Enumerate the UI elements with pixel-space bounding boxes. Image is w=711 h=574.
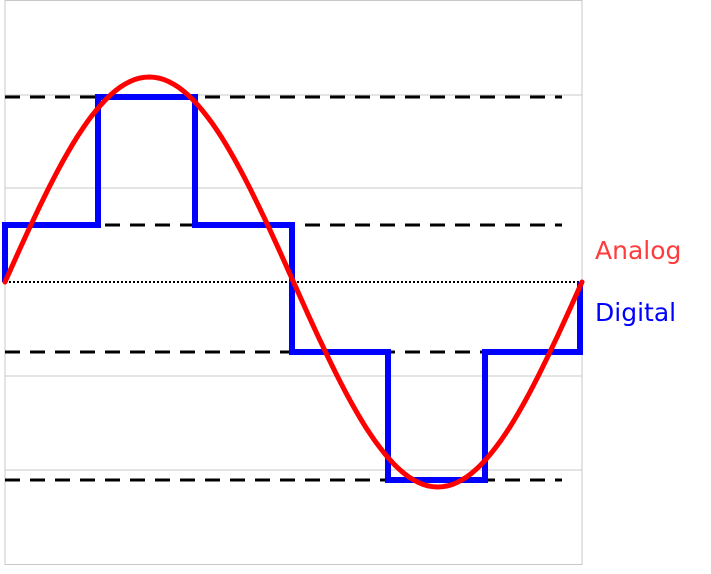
analog-signal: [2, 74, 585, 490]
analog-label: Analog: [595, 236, 681, 265]
quantization-levels: [5, 95, 562, 482]
digital-signal: [2, 94, 583, 483]
digital-label: Digital: [595, 298, 676, 327]
